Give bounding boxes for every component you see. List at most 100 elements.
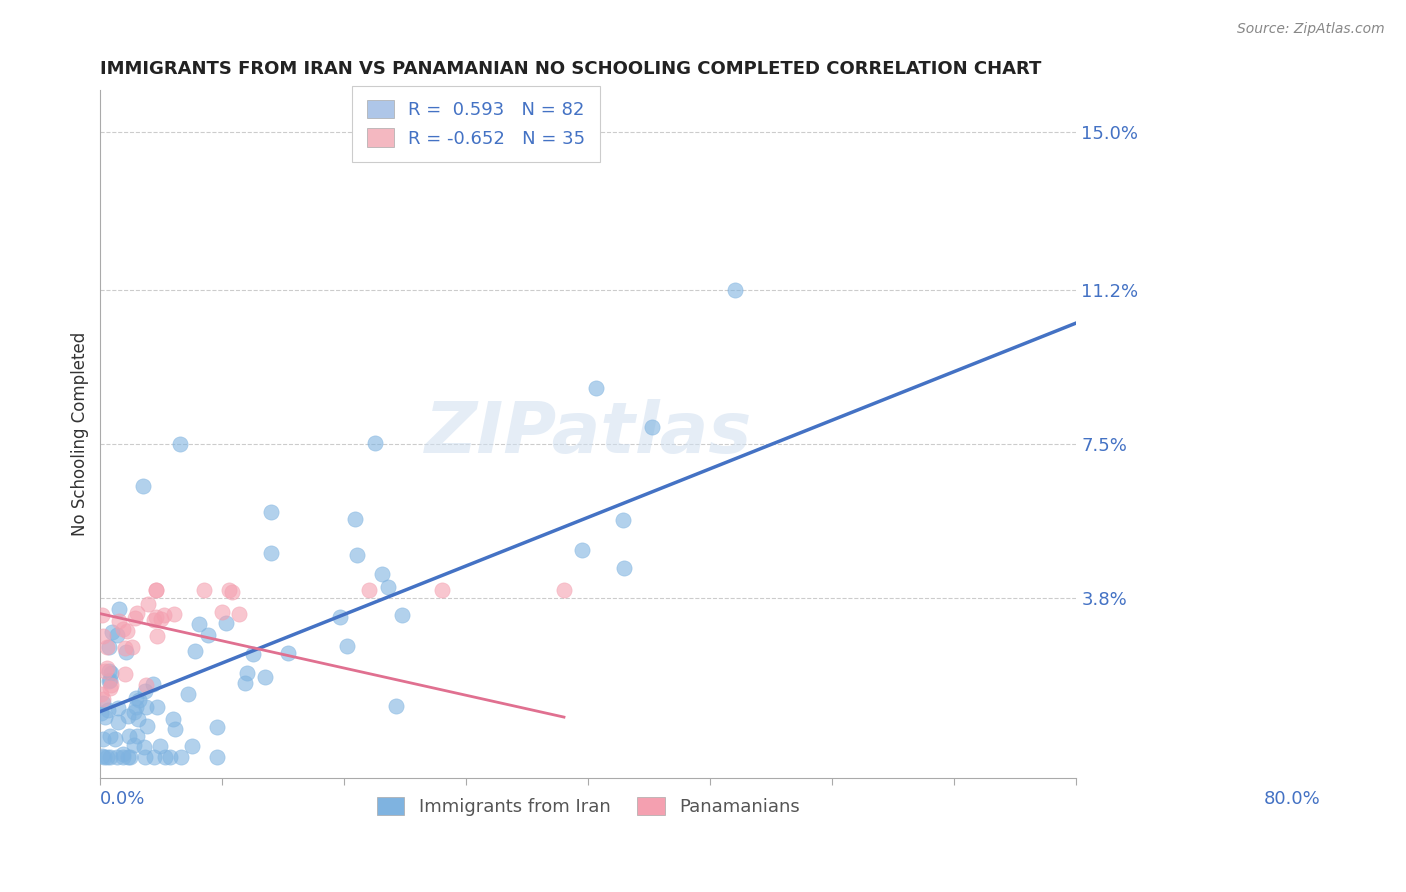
Point (135, 719, 157, 733)
Point (93, 749, 115, 764)
Point (585, 381, 607, 395)
Point (114, 640, 136, 655)
Point (135, 699, 157, 714)
Point (135, 678, 157, 692)
Point (260, 546, 283, 560)
Point (125, 729, 148, 743)
Point (115, 624, 138, 639)
Point (215, 615, 238, 630)
Point (98, 664, 121, 678)
Point (385, 698, 408, 713)
Point (612, 513, 634, 527)
Point (91, 692, 114, 706)
Point (96, 749, 118, 764)
Text: ZIPatlas: ZIPatlas (425, 400, 752, 468)
Point (98, 729, 121, 743)
Point (371, 567, 394, 582)
Point (96, 661, 118, 675)
Point (218, 583, 240, 598)
Point (211, 605, 233, 619)
Point (98, 749, 121, 764)
Text: IMMIGRANTS FROM IRAN VS PANAMANIAN NO SCHOOLING COMPLETED CORRELATION CHART: IMMIGRANTS FROM IRAN VS PANAMANIAN NO SC… (100, 60, 1042, 78)
Point (118, 729, 141, 743)
Point (107, 714, 129, 729)
Point (134, 683, 156, 698)
Point (91, 608, 114, 623)
Point (145, 629, 167, 643)
Point (162, 713, 184, 727)
Point (149, 739, 172, 753)
Point (145, 700, 167, 714)
Point (91, 696, 114, 710)
Point (181, 739, 204, 754)
Text: 0.0%: 0.0% (100, 790, 146, 808)
Point (124, 690, 146, 705)
Point (571, 542, 593, 557)
Point (134, 739, 156, 754)
Point (170, 749, 193, 764)
Point (165, 723, 187, 737)
Point (724, 283, 747, 297)
Point (96, 640, 118, 654)
Point (357, 583, 380, 598)
Point (121, 640, 143, 654)
Point (391, 607, 413, 622)
Point (193, 583, 215, 598)
Point (94, 710, 117, 724)
Point (124, 611, 146, 625)
Point (111, 749, 134, 764)
Point (127, 712, 149, 726)
Point (153, 749, 176, 764)
Point (91, 629, 114, 643)
Point (114, 666, 136, 681)
Point (117, 749, 139, 764)
Point (242, 647, 264, 661)
Point (117, 709, 139, 723)
Point (125, 699, 148, 714)
Point (107, 614, 129, 628)
Point (101, 625, 124, 640)
Point (150, 612, 173, 626)
Point (134, 749, 156, 764)
Point (122, 739, 145, 753)
Point (100, 678, 122, 692)
Point (228, 607, 250, 622)
Point (105, 628, 128, 642)
Point (253, 670, 276, 684)
Point (197, 627, 219, 641)
Point (346, 549, 368, 563)
Point (277, 646, 299, 660)
Point (138, 598, 160, 612)
Point (90, 686, 112, 700)
Point (205, 749, 228, 764)
Point (169, 437, 191, 451)
Text: 80.0%: 80.0% (1264, 790, 1320, 808)
Point (377, 580, 399, 594)
Point (107, 602, 129, 616)
Point (336, 639, 359, 653)
Point (328, 609, 350, 624)
Point (207, 720, 229, 734)
Point (97, 640, 120, 654)
Point (430, 583, 453, 598)
Point (184, 644, 207, 658)
Point (120, 749, 142, 764)
Point (145, 609, 167, 624)
Point (613, 560, 636, 574)
Point (93, 664, 115, 678)
Point (98, 673, 121, 687)
Point (91, 749, 114, 764)
Legend: Immigrants from Iran, Panamanians: Immigrants from Iran, Panamanians (370, 789, 807, 823)
Point (553, 583, 575, 598)
Point (153, 608, 176, 623)
Point (236, 666, 259, 681)
Point (100, 666, 122, 681)
Point (176, 687, 198, 701)
Point (114, 645, 136, 659)
Point (142, 749, 165, 764)
Point (105, 749, 128, 764)
Point (90, 706, 112, 720)
Point (112, 747, 135, 762)
Point (159, 749, 181, 764)
Point (107, 701, 129, 715)
